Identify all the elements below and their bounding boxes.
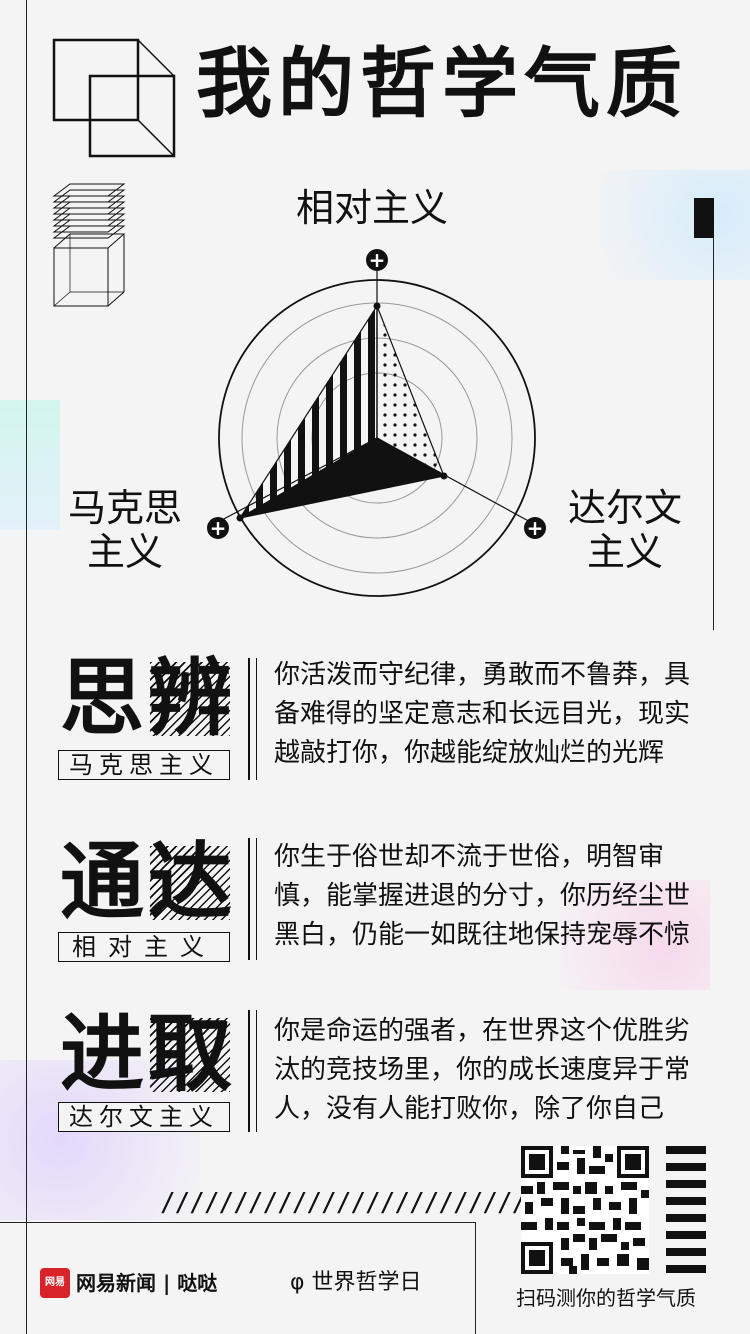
gradient-accent-top-right bbox=[600, 170, 750, 280]
divider bbox=[256, 1010, 257, 1132]
right-black-block bbox=[694, 198, 714, 238]
divider bbox=[248, 658, 250, 780]
philosophy-day-text: 世界哲学日 bbox=[311, 1270, 422, 1295]
radar-label-marx-line1: 马克思 bbox=[67, 486, 182, 530]
trait-line: 备难得的坚定意志和长远目光，现实 bbox=[274, 699, 691, 729]
plus-icon: + bbox=[366, 249, 388, 271]
radar-label-relativism: 相对主义 bbox=[296, 186, 449, 230]
radar-label-marx: 马克思 主义 bbox=[62, 486, 188, 574]
philosophy-day-label: φ 世界哲学日 bbox=[290, 1266, 422, 1300]
radar-label-darwin-line2: 主义 bbox=[586, 530, 663, 574]
trait-description: 你活泼而守纪律，勇敢而不鲁莽，具 备难得的坚定意志和长远目光，现实 越敲打你，你… bbox=[274, 656, 714, 773]
gradient-accent-mid-right bbox=[560, 880, 710, 990]
divider bbox=[256, 838, 257, 960]
trait-line: 你生于俗世却不流于世俗，明智审 bbox=[274, 842, 665, 872]
hatch-decoration bbox=[150, 662, 230, 736]
trait-line: 汰的竞技场里，你的成长速度异于常 bbox=[274, 1055, 691, 1085]
trait-description: 你生于俗世却不流于世俗，明智审 慎，能掌握进退的分寸，你历经尘世 黑白，仍能一如… bbox=[274, 838, 714, 955]
hatch-decoration bbox=[150, 1018, 230, 1092]
cube-outline-icon bbox=[52, 38, 176, 158]
radar-label-darwin: 达尔文 主义 bbox=[562, 486, 688, 574]
trait-line: 慎，能掌握进退的分寸，你历经尘世 bbox=[274, 881, 691, 911]
trait-tag: 达尔文主义 bbox=[58, 1102, 230, 1132]
radar-point-right bbox=[440, 472, 448, 480]
hexagram-bars-icon bbox=[666, 1146, 706, 1273]
left-border-line bbox=[26, 0, 27, 1334]
radar-point-left bbox=[236, 514, 244, 522]
slash-decoration: //////////////////////////// bbox=[160, 1188, 571, 1218]
divider bbox=[248, 838, 250, 960]
radar-chart bbox=[217, 260, 536, 597]
page-title: 我的哲学气质 bbox=[196, 39, 688, 128]
trait-line: 你活泼而守纪律，勇敢而不鲁莽，具 bbox=[274, 660, 691, 690]
trait-line: 你是命运的强者，在世界这个优胜劣 bbox=[274, 1016, 691, 1046]
plus-icon: + bbox=[524, 517, 546, 539]
stacked-cube-icon bbox=[52, 183, 126, 307]
trait-line: 越敲打你，你越能绽放灿烂的光辉 bbox=[274, 738, 665, 768]
right-border-line bbox=[713, 236, 714, 630]
radar-area-darwin bbox=[239, 437, 446, 519]
qr-code-icon[interactable] bbox=[521, 1146, 649, 1274]
trait-word: 进取 bbox=[60, 1004, 237, 1103]
radar-point-top bbox=[373, 302, 381, 310]
radar-label-darwin-line1: 达尔文 bbox=[567, 486, 682, 530]
plus-icon: + bbox=[207, 517, 229, 539]
phi-icon: φ bbox=[290, 1270, 305, 1295]
radar-label-marx-line2: 主义 bbox=[86, 530, 163, 574]
scan-caption: 扫码测你的哲学气质 bbox=[516, 1286, 696, 1310]
divider bbox=[256, 658, 257, 780]
gradient-accent-left bbox=[0, 400, 60, 530]
trait-description: 你是命运的强者，在世界这个优胜劣 汰的竞技场里，你的成长速度异于常 人，没有人能… bbox=[274, 1012, 714, 1129]
netease-logo-icon: 网易 bbox=[40, 1268, 70, 1298]
divider bbox=[248, 1010, 250, 1132]
hatch-decoration bbox=[150, 846, 230, 920]
trait-word: 通达 bbox=[60, 832, 237, 931]
trait-word: 思辨 bbox=[60, 648, 237, 747]
trait-line: 黑白，仍能一如既往地保持宠辱不惊 bbox=[274, 920, 691, 950]
brand-name: 网易新闻 | 哒哒 bbox=[76, 1271, 218, 1295]
trait-tag: 马克思主义 bbox=[58, 750, 230, 780]
trait-line: 人，没有人能打败你，除了你自己 bbox=[274, 1094, 665, 1124]
trait-tag: 相对主义 bbox=[58, 932, 230, 962]
footer-frame bbox=[0, 1222, 476, 1334]
